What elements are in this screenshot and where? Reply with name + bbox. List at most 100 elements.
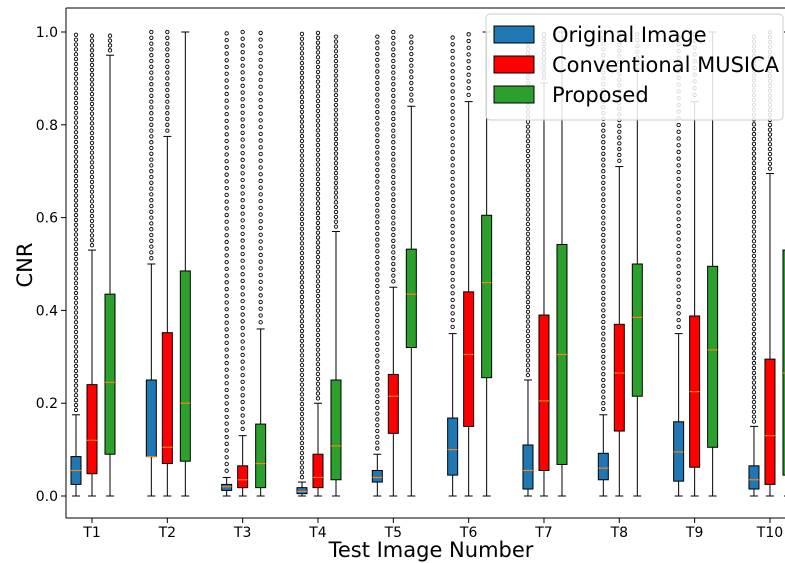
flier-point xyxy=(391,82,396,87)
flier-point xyxy=(601,250,606,255)
flier-point xyxy=(391,99,396,104)
flier-point xyxy=(258,165,263,170)
flier-point xyxy=(224,461,229,467)
flier-point xyxy=(767,127,773,132)
flier-point xyxy=(601,285,606,290)
flier-point xyxy=(240,204,245,210)
flier-point xyxy=(375,417,380,422)
flier-point xyxy=(391,169,396,174)
flier-point xyxy=(525,217,531,222)
flier-point xyxy=(240,218,245,223)
flier-point xyxy=(299,60,305,66)
flier-point xyxy=(73,271,79,276)
flier-point xyxy=(299,36,305,41)
flier-point xyxy=(107,48,113,53)
x-tick-label: T7 xyxy=(534,525,552,541)
flier-point xyxy=(333,49,339,54)
flier-point xyxy=(299,216,305,222)
y-tick-label: 0.4 xyxy=(36,303,58,319)
flier-point xyxy=(73,120,79,125)
flier-point xyxy=(299,338,305,343)
flier-point xyxy=(315,225,321,230)
flier-point xyxy=(149,192,154,197)
flier-point xyxy=(89,213,95,219)
flier-point xyxy=(165,99,170,104)
flier-point xyxy=(315,313,321,318)
flier-point xyxy=(333,97,339,103)
flier-point xyxy=(73,398,79,403)
flier-point xyxy=(240,211,245,216)
flier-point xyxy=(224,414,229,420)
flier-point xyxy=(751,307,757,312)
flier-point xyxy=(299,377,305,382)
box-iqr xyxy=(161,332,173,465)
flier-point xyxy=(391,279,396,284)
flier-point xyxy=(89,140,95,146)
flier-point xyxy=(224,381,229,386)
flier-point xyxy=(299,392,305,397)
box-iqr xyxy=(296,487,308,495)
flier-point xyxy=(375,434,380,439)
flier-point xyxy=(751,248,757,254)
flier-point xyxy=(240,312,245,317)
flier-point xyxy=(315,245,321,250)
flier-point xyxy=(224,185,229,191)
flier-point xyxy=(601,180,606,185)
flier-point xyxy=(525,290,531,295)
flier-point xyxy=(391,76,396,81)
flier-point xyxy=(73,305,79,310)
flier-point xyxy=(240,29,245,35)
flier-point xyxy=(375,254,380,260)
flier-point xyxy=(375,365,380,370)
flier-point xyxy=(466,85,471,91)
flier-point xyxy=(375,370,380,376)
flier-point xyxy=(333,122,339,127)
flier-point xyxy=(89,155,95,160)
flier-point xyxy=(525,168,531,173)
flier-point xyxy=(89,169,95,175)
flier-point xyxy=(224,421,229,426)
flier-point xyxy=(149,99,154,104)
flier-point xyxy=(258,172,263,177)
box-iqr xyxy=(221,483,233,491)
flier-point xyxy=(315,89,321,94)
flier-point xyxy=(525,280,531,285)
flier-point xyxy=(375,75,380,80)
flier-point xyxy=(333,190,339,195)
box-T5-series-2 xyxy=(405,34,417,497)
flier-point xyxy=(450,217,455,222)
flier-point xyxy=(240,305,245,310)
flier-point xyxy=(450,223,455,229)
flier-point xyxy=(258,77,263,83)
flier-point xyxy=(751,185,757,190)
flier-point xyxy=(315,186,321,191)
flier-point xyxy=(767,142,773,147)
flier-point xyxy=(315,235,321,240)
flier-point xyxy=(375,399,380,405)
flier-point xyxy=(240,399,245,405)
flier-point xyxy=(525,192,531,198)
flier-point xyxy=(466,65,471,71)
flier-point xyxy=(299,431,305,436)
flier-point xyxy=(525,241,531,246)
flier-point xyxy=(315,366,321,372)
flier-point xyxy=(73,159,79,164)
flier-point xyxy=(224,91,229,97)
flier-point xyxy=(676,203,681,208)
flier-point xyxy=(676,143,681,148)
legend-swatch xyxy=(493,55,535,74)
flier-point xyxy=(375,353,380,358)
flier-point xyxy=(73,373,79,378)
flier-point xyxy=(525,334,531,339)
flier-point xyxy=(751,229,757,234)
flier-point xyxy=(375,115,380,120)
flier-point xyxy=(315,288,321,294)
flier-point xyxy=(751,253,757,259)
flier-point xyxy=(299,211,305,217)
flier-point xyxy=(107,33,113,38)
flier-point xyxy=(224,78,229,83)
flier-point xyxy=(751,385,757,390)
box-iqr xyxy=(481,214,493,379)
flier-point xyxy=(375,156,380,161)
flier-point xyxy=(258,30,263,36)
